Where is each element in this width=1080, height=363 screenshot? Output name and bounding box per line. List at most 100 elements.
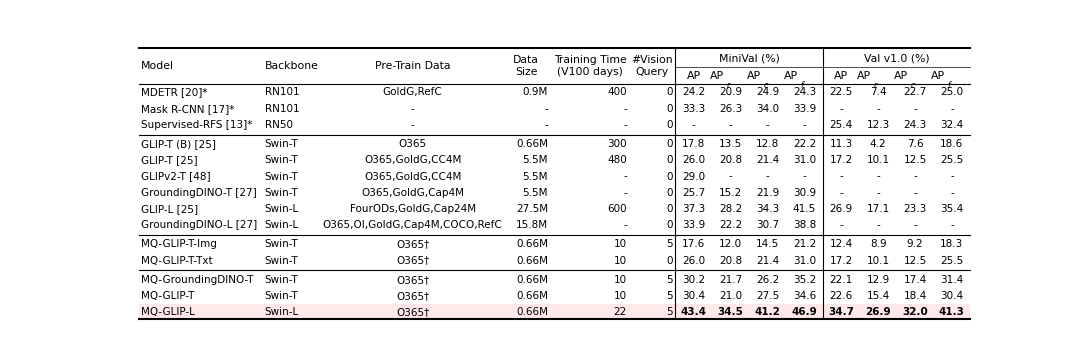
Text: AP: AP	[710, 71, 724, 81]
Text: 30.4: 30.4	[683, 291, 705, 301]
Text: O365†: O365†	[396, 291, 430, 301]
Text: 31.4: 31.4	[941, 275, 963, 285]
Text: 21.4: 21.4	[756, 155, 779, 165]
Text: 31.0: 31.0	[793, 256, 816, 266]
Text: -: -	[623, 220, 626, 230]
Text: f: f	[800, 81, 804, 90]
Text: O365,GoldG,Cap4M: O365,GoldG,Cap4M	[361, 188, 464, 198]
Text: 22: 22	[613, 307, 626, 317]
Text: GoldG,RefC: GoldG,RefC	[383, 87, 443, 98]
Text: 22.2: 22.2	[793, 139, 816, 149]
Text: -: -	[623, 120, 626, 130]
Text: 0: 0	[666, 256, 673, 266]
Text: -: -	[914, 188, 917, 198]
Text: 26.2: 26.2	[756, 275, 779, 285]
Text: O365†: O365†	[396, 307, 430, 317]
Text: GLIPv2-T [48]: GLIPv2-T [48]	[140, 172, 211, 182]
Text: RN101: RN101	[265, 87, 299, 98]
Text: 10: 10	[613, 239, 626, 249]
Text: Training Time
(V100 days): Training Time (V100 days)	[554, 55, 626, 77]
Text: r: r	[727, 81, 730, 90]
Text: AP: AP	[894, 71, 908, 81]
Text: O365,GoldG,CC4M: O365,GoldG,CC4M	[364, 172, 461, 182]
Text: -: -	[839, 104, 843, 114]
Text: 12.4: 12.4	[829, 239, 853, 249]
Text: -: -	[914, 104, 917, 114]
Text: 0.66M: 0.66M	[516, 291, 548, 301]
Text: 17.6: 17.6	[683, 239, 705, 249]
Text: f: f	[948, 81, 950, 90]
Text: 24.3: 24.3	[903, 120, 927, 130]
Text: 33.9: 33.9	[793, 104, 816, 114]
Text: 17.1: 17.1	[866, 204, 890, 214]
Text: O365,OI,GoldG,Cap4M,COCO,RefC: O365,OI,GoldG,Cap4M,COCO,RefC	[323, 220, 502, 230]
Text: Swin-T: Swin-T	[265, 256, 298, 266]
Text: Swin-T: Swin-T	[265, 275, 298, 285]
Text: 30.2: 30.2	[683, 275, 705, 285]
Text: 29.0: 29.0	[683, 172, 705, 182]
Text: 11.3: 11.3	[829, 139, 853, 149]
Text: 0: 0	[666, 172, 673, 182]
Text: -: -	[839, 220, 843, 230]
Text: 25.5: 25.5	[941, 256, 963, 266]
Text: -: -	[914, 172, 917, 182]
Text: Model: Model	[140, 61, 174, 71]
Text: -: -	[950, 104, 954, 114]
Text: Data
Size: Data Size	[513, 55, 539, 77]
Text: 22.2: 22.2	[719, 220, 742, 230]
Text: 21.4: 21.4	[756, 256, 779, 266]
Text: 300: 300	[607, 139, 626, 149]
Text: 27.5M: 27.5M	[516, 204, 548, 214]
Text: 34.6: 34.6	[793, 291, 816, 301]
Text: 25.0: 25.0	[941, 87, 963, 98]
Text: 17.8: 17.8	[683, 139, 705, 149]
Text: 31.0: 31.0	[793, 155, 816, 165]
Text: 10.1: 10.1	[866, 155, 890, 165]
Text: Swin-T: Swin-T	[265, 172, 298, 182]
Text: 0: 0	[666, 139, 673, 149]
Text: 0: 0	[666, 120, 673, 130]
Text: MQ-GLIP-L: MQ-GLIP-L	[140, 307, 194, 317]
Text: 41.5: 41.5	[793, 204, 816, 214]
Text: AP: AP	[687, 71, 701, 81]
Text: GLIP-T (B) [25]: GLIP-T (B) [25]	[140, 139, 216, 149]
Text: 12.9: 12.9	[866, 275, 890, 285]
Text: 22.7: 22.7	[903, 87, 927, 98]
Text: 24.9: 24.9	[756, 87, 779, 98]
Text: AP: AP	[746, 71, 761, 81]
Text: Pre-Train Data: Pre-Train Data	[375, 61, 450, 71]
Text: 22.1: 22.1	[829, 275, 853, 285]
Text: 480: 480	[607, 155, 626, 165]
Text: GroundingDINO-T [27]: GroundingDINO-T [27]	[140, 188, 257, 198]
Text: 10: 10	[613, 275, 626, 285]
Text: 0: 0	[666, 188, 673, 198]
Text: 26.9: 26.9	[829, 204, 853, 214]
Text: 46.9: 46.9	[792, 307, 818, 317]
Text: 12.5: 12.5	[903, 256, 927, 266]
Text: Supervised-RFS [13]*: Supervised-RFS [13]*	[140, 120, 253, 130]
Text: O365†: O365†	[396, 275, 430, 285]
Text: 22.6: 22.6	[829, 291, 853, 301]
Text: 0.66M: 0.66M	[516, 307, 548, 317]
Text: 5.5M: 5.5M	[523, 172, 548, 182]
Text: -: -	[623, 188, 626, 198]
Text: -: -	[839, 172, 843, 182]
Text: 30.4: 30.4	[941, 291, 963, 301]
Text: -: -	[839, 188, 843, 198]
Text: 0: 0	[666, 87, 673, 98]
Text: 25.4: 25.4	[829, 120, 853, 130]
Text: -: -	[623, 104, 626, 114]
Text: 23.3: 23.3	[903, 204, 927, 214]
Text: RN101: RN101	[265, 104, 299, 114]
Text: #Vision
Query: #Vision Query	[632, 55, 673, 77]
Text: 24.2: 24.2	[683, 87, 705, 98]
Text: -: -	[876, 104, 880, 114]
Text: 12.5: 12.5	[903, 155, 927, 165]
Text: 34.3: 34.3	[756, 204, 779, 214]
Text: Swin-T: Swin-T	[265, 291, 298, 301]
Text: -: -	[876, 172, 880, 182]
Text: 32.0: 32.0	[902, 307, 928, 317]
Text: 26.0: 26.0	[683, 155, 705, 165]
Text: GroundingDINO-L [27]: GroundingDINO-L [27]	[140, 220, 257, 230]
Text: 17.2: 17.2	[829, 256, 853, 266]
